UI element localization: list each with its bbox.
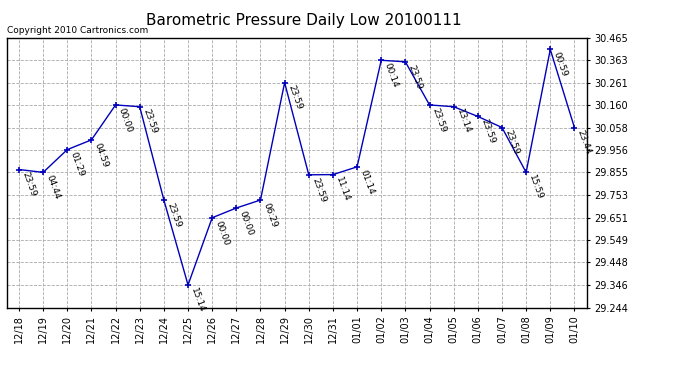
Text: 00:00: 00:00 (238, 209, 255, 237)
Text: 23:59: 23:59 (480, 118, 497, 145)
Text: 01:14: 01:14 (359, 168, 376, 195)
Text: 23:59: 23:59 (504, 129, 521, 156)
Text: 06:29: 06:29 (262, 201, 279, 229)
Text: 15:14: 15:14 (190, 286, 207, 314)
Text: 04:59: 04:59 (93, 141, 110, 168)
Text: 23:59: 23:59 (21, 171, 38, 198)
Text: 13:14: 13:14 (455, 108, 473, 135)
Text: 00:59: 00:59 (552, 51, 569, 78)
Text: 23:59: 23:59 (310, 176, 328, 204)
Text: 23:59: 23:59 (141, 108, 159, 135)
Text: 15:59: 15:59 (528, 174, 545, 201)
Text: 00:14: 00:14 (383, 62, 400, 89)
Text: 04:44: 04:44 (45, 174, 61, 201)
Text: Barometric Pressure Daily Low 20100111: Barometric Pressure Daily Low 20100111 (146, 13, 462, 28)
Text: 23:59: 23:59 (166, 201, 183, 229)
Text: 23:44: 23:44 (576, 129, 593, 156)
Text: 23:59: 23:59 (407, 63, 424, 90)
Text: 00:00: 00:00 (214, 219, 231, 246)
Text: 11:14: 11:14 (335, 176, 352, 203)
Text: 23:59: 23:59 (431, 106, 448, 134)
Text: Copyright 2010 Cartronics.com: Copyright 2010 Cartronics.com (7, 26, 148, 35)
Text: 23:59: 23:59 (286, 84, 304, 111)
Text: 00:00: 00:00 (117, 106, 135, 134)
Text: 01:29: 01:29 (69, 151, 86, 178)
